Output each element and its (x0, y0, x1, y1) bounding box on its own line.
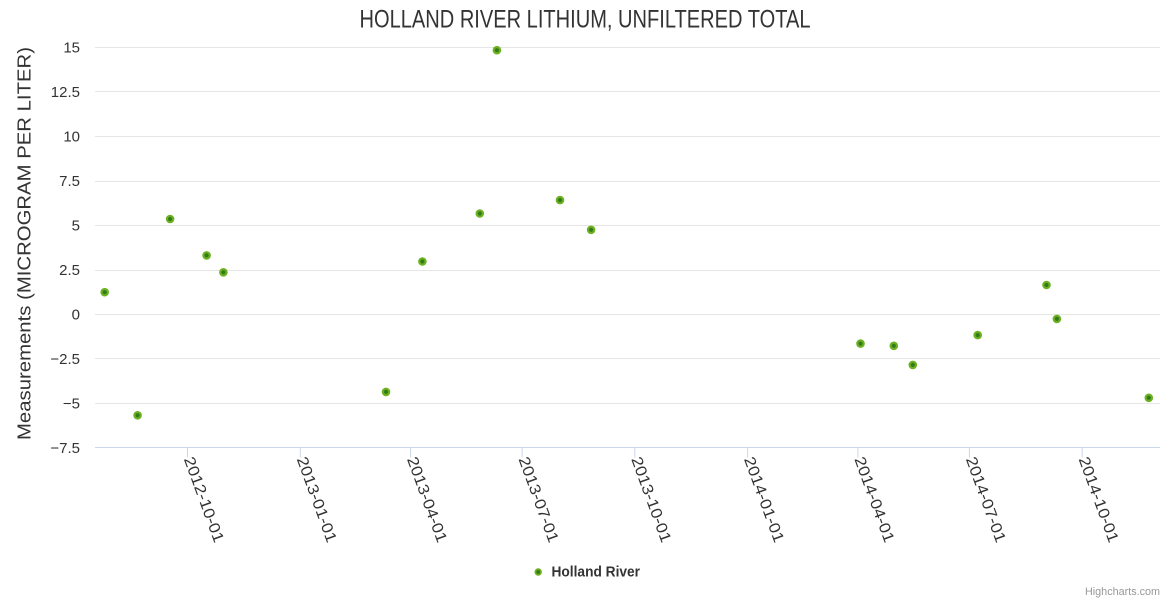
svg-text:HOLLAND RIVER LITHIUM, UNFILTE: HOLLAND RIVER LITHIUM, UNFILTERED TOTAL (360, 6, 811, 34)
svg-text:7.5: 7.5 (59, 173, 80, 190)
svg-text:2.5: 2.5 (59, 262, 80, 279)
svg-text:−2.5: −2.5 (50, 351, 80, 368)
svg-text:15: 15 (63, 40, 80, 57)
svg-text:Highcharts.com: Highcharts.com (1085, 586, 1160, 598)
svg-text:5: 5 (72, 218, 80, 235)
svg-text:10: 10 (63, 129, 80, 146)
svg-text:12.5: 12.5 (51, 84, 80, 101)
svg-text:−5: −5 (63, 396, 80, 413)
svg-text:0: 0 (72, 307, 80, 324)
svg-text:−7.5: −7.5 (50, 440, 80, 457)
svg-text:Measurements (MICROGRAM PER LI: Measurements (MICROGRAM PER LITER) (14, 47, 34, 440)
svg-text:Holland River: Holland River (552, 565, 641, 581)
